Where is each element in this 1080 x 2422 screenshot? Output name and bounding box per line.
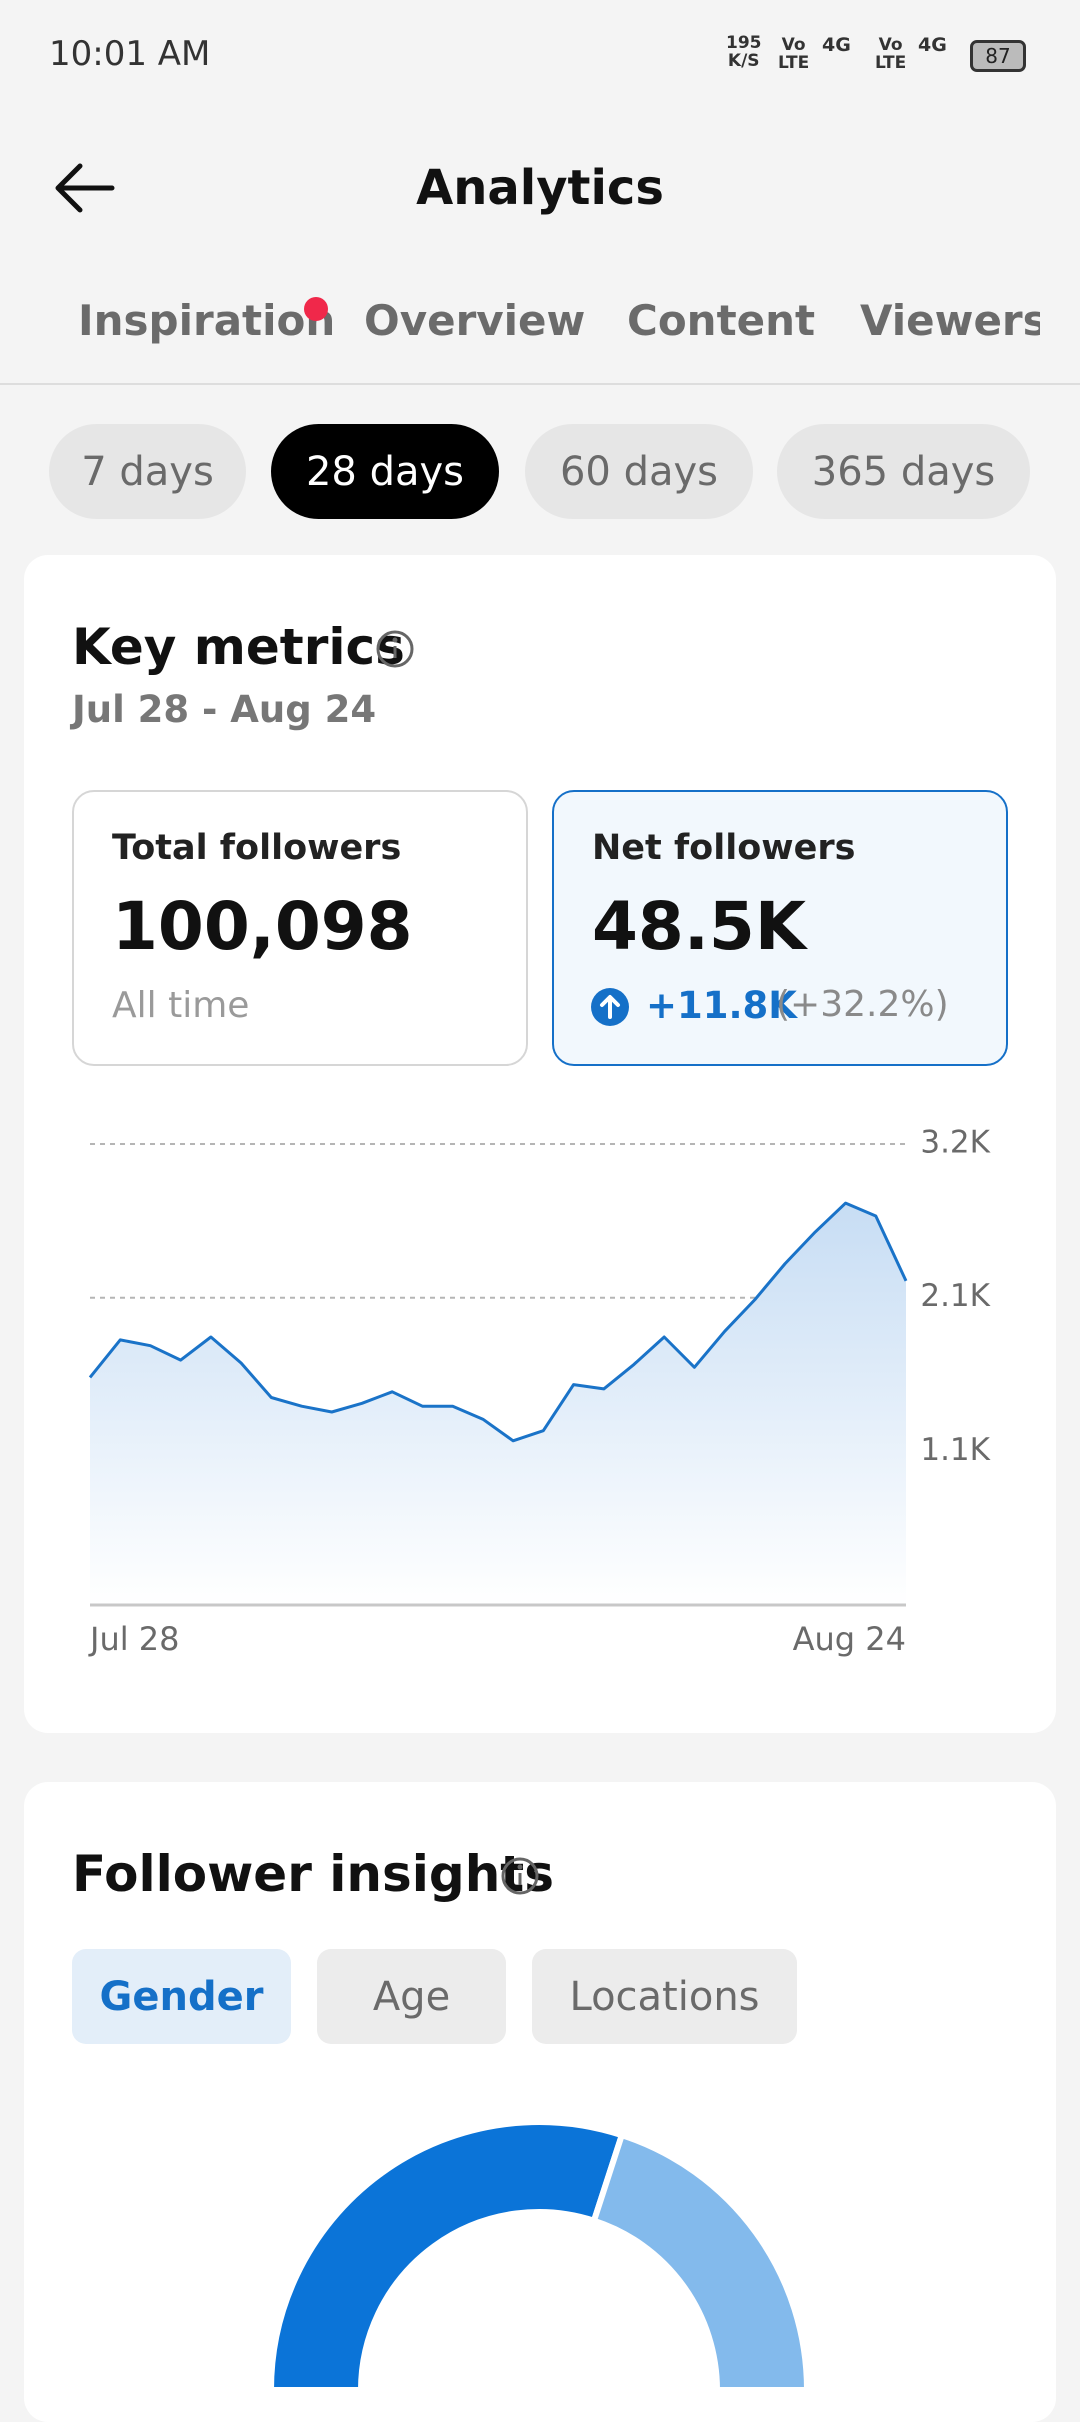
range-pill[interactable]: 7 days	[49, 424, 246, 519]
gen2: 4G	[918, 34, 947, 56]
tab-bar: Inspiration Overview Content Viewers	[0, 0, 1040, 384]
sim-label: LTE	[875, 53, 907, 73]
info-icon[interactable]	[374, 628, 416, 670]
metric-box[interactable]	[72, 790, 528, 1066]
metric-value: 100,098	[112, 888, 413, 965]
metric-label: Total followers	[112, 828, 402, 868]
range-pill[interactable]: 28 days	[271, 424, 499, 519]
sim-label: Vo	[781, 35, 806, 55]
tab[interactable]: Content	[627, 296, 816, 345]
notification-dot	[304, 297, 328, 321]
filter-pill[interactable]: Age	[317, 1949, 506, 2044]
gen1: 4G	[822, 34, 851, 56]
up-icon	[591, 988, 629, 1026]
range-pill[interactable]: 60 days	[525, 424, 753, 519]
metric-change: +11.8K	[646, 984, 797, 1027]
metric-box-selected[interactable]	[552, 790, 1008, 1066]
metric-value: 48.5K	[592, 888, 806, 965]
date-range: Jul 28 - Aug 24	[72, 688, 377, 731]
metric-change-pct: (+32.2%)	[776, 984, 949, 1025]
back-arrow	[55, 163, 115, 213]
speed: 195	[726, 33, 762, 53]
header-title: Analytics	[416, 160, 664, 216]
metric-note: All time	[112, 985, 250, 1026]
tab-divider	[0, 383, 1080, 385]
back-button[interactable]	[50, 160, 120, 216]
section-title: Key metrics	[72, 618, 405, 676]
sim-label: Vo	[878, 35, 903, 55]
filter-pill[interactable]: Locations	[532, 1949, 797, 2044]
filter-pill[interactable]: Gender	[72, 1949, 291, 2044]
tab[interactable]: Inspiration	[78, 296, 336, 345]
battery: 87	[970, 40, 1026, 72]
range-pill[interactable]: 365 days	[777, 424, 1030, 519]
speed-unit: K/S	[727, 51, 760, 71]
sim2: Vo LTE	[875, 36, 906, 72]
key-metrics-card	[24, 555, 1056, 1733]
metric-label: Net followers	[592, 828, 856, 868]
tab[interactable]: Viewers	[860, 296, 1040, 345]
status-time: 10:01 AM	[49, 34, 211, 74]
sim1: Vo LTE	[778, 36, 809, 72]
sim-label: LTE	[778, 53, 810, 73]
section-title: Follower insights	[72, 1845, 554, 1903]
info-icon[interactable]	[499, 1855, 541, 1897]
net-speed: 195 K/S	[726, 34, 762, 70]
tab[interactable]: Overview	[364, 296, 586, 345]
